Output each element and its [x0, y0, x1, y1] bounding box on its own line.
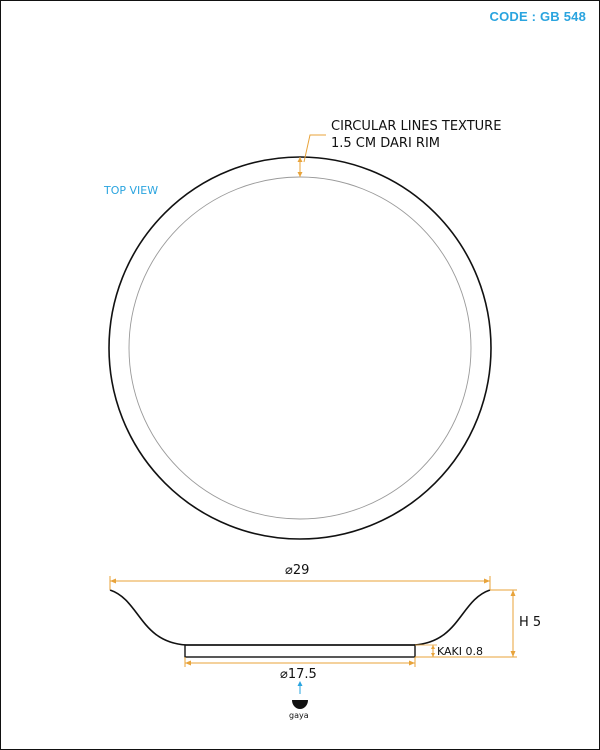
height-label: H 5: [519, 615, 542, 630]
texture-note-line2: 1.5 CM DARI RIM: [331, 136, 440, 151]
plate-outer-rim: [108, 156, 492, 540]
texture-inner-circle: [128, 176, 472, 520]
top-view-label: TOP VIEW: [104, 184, 159, 197]
texture-note-line1: CIRCULAR LINES TEXTURE: [331, 119, 502, 134]
logo-text: gaya: [289, 711, 309, 720]
bowl-foot: [184, 644, 416, 658]
top-diameter-arrow-left: [110, 578, 116, 584]
base-diameter-label: ⌀17.5: [280, 667, 317, 682]
base-diameter-arrow-right: [409, 660, 415, 666]
foot-arrow-top: [431, 645, 435, 649]
base-diameter-arrow-left: [185, 660, 191, 666]
top-diameter-label: ⌀29: [285, 563, 310, 578]
height-arrow-bottom: [510, 651, 516, 657]
rim-offset-arrow-top: [297, 157, 303, 162]
rim-offset-arrow-bottom: [297, 172, 303, 177]
note-leader-line: [303, 134, 326, 163]
height-arrow-top: [510, 590, 516, 596]
top-diameter-arrow-right: [484, 578, 490, 584]
foot-arrow-bottom: [431, 653, 435, 657]
bowl-profile: [109, 589, 491, 646]
product-code: CODE : GB 548: [489, 9, 586, 24]
logo-arrow-head: [297, 681, 303, 686]
gaya-logo-icon: [292, 700, 308, 709]
foot-label: KAKI 0.8: [437, 645, 483, 658]
